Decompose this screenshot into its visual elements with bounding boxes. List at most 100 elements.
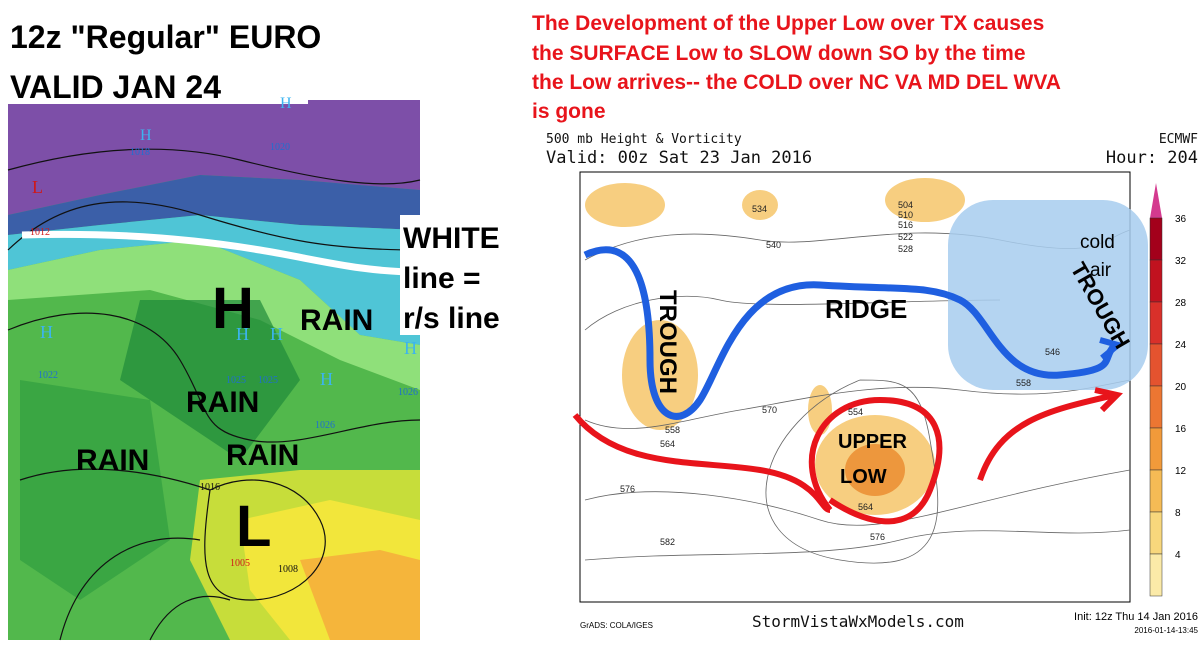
colorbar-label: 8 <box>1175 508 1181 519</box>
height-contours <box>584 229 1131 564</box>
height-label: 528 <box>898 244 913 254</box>
height-label: 576 <box>870 532 885 542</box>
colorbar-box <box>1149 385 1163 429</box>
shade <box>20 380 170 600</box>
isobars <box>7 148 421 641</box>
low-center: L <box>236 494 271 559</box>
center-letter: H <box>280 95 292 112</box>
annotation: line = <box>403 262 481 295</box>
colorbar-box <box>1149 427 1163 471</box>
jet-stream-blue <box>583 246 1118 420</box>
colorbar-label: 4 <box>1175 550 1181 561</box>
colorbar-label: 28 <box>1175 298 1187 309</box>
center-letter: H <box>270 324 283 344</box>
cold-air-label: air <box>1090 260 1112 281</box>
shade <box>8 175 420 235</box>
ridge-label: RIDGE <box>825 294 907 324</box>
pressure-label: 1008 <box>278 564 298 575</box>
annotation: WHITE <box>403 222 500 255</box>
rain-label: RAIN <box>300 304 373 337</box>
center-letter: H <box>320 369 333 389</box>
colorbar-cap <box>1150 183 1162 218</box>
height-label: 554 <box>848 407 863 417</box>
colorbar-label: 24 <box>1175 340 1187 351</box>
height-label: 534 <box>752 204 767 214</box>
height-label: 558 <box>665 425 680 435</box>
model-name: ECMWF <box>1159 132 1198 147</box>
pressure-label: 1020 <box>270 142 290 153</box>
jet-stream-red <box>977 392 1116 481</box>
height-label: 570 <box>762 405 777 415</box>
height-label: 576 <box>620 484 635 494</box>
left-map <box>7 100 421 641</box>
height-label: 558 <box>1016 378 1031 388</box>
colorbar-label: 12 <box>1175 466 1187 477</box>
pressure-label: 1005 <box>230 558 250 569</box>
upper-map <box>572 171 1148 603</box>
shade <box>120 300 300 460</box>
height-label: 516 <box>898 220 913 230</box>
height-label: 564 <box>858 502 873 512</box>
high-center: H <box>212 276 254 341</box>
pressure-label: 1026 <box>315 420 335 431</box>
title-line: 12z "Regular" EURO <box>10 19 321 55</box>
upper-low-label: UPPER <box>838 431 907 453</box>
rain-label: RAIN <box>76 444 149 477</box>
forecast-hour: Hour: 204 <box>1106 148 1198 168</box>
trough-label: TROUGH <box>654 290 681 394</box>
colorbar-box <box>1149 511 1163 555</box>
caption-line: is gone <box>532 100 606 123</box>
title-bg <box>8 0 420 100</box>
height-label: 546 <box>1045 347 1060 357</box>
vorticity <box>845 444 905 496</box>
caption-line: The Development of the Upper Low over TX… <box>532 12 1044 35</box>
website: StormVistaWxModels.com <box>752 612 964 631</box>
colorbar-box <box>1149 553 1163 597</box>
center-letter: H <box>140 127 152 144</box>
pressure-label: 1016 <box>200 482 220 493</box>
height-label: 540 <box>766 240 781 250</box>
upper-low-circle <box>808 396 943 525</box>
height-label: 504 <box>898 200 913 210</box>
pressure-label: 1025 <box>258 375 278 386</box>
shade <box>8 240 420 390</box>
colorbar: 36 32 28 24 20 16 12 8 4 <box>1149 183 1187 597</box>
pressure-label: 1025 <box>226 375 246 386</box>
shade <box>8 215 420 345</box>
height-label: 522 <box>898 232 913 242</box>
height-label: 582 <box>660 537 675 547</box>
pressure-label: 1012 <box>30 227 50 238</box>
pressure-label: 1022 <box>38 370 58 381</box>
center-letter: H <box>404 338 417 358</box>
caption-line: the Low arrives-- the COLD over NC VA MD… <box>532 71 1061 94</box>
credit: GrADS: COLA/IGES <box>580 621 653 630</box>
colorbar-box <box>1149 259 1163 303</box>
arrow-head <box>1099 337 1125 361</box>
upper-low-label: LOW <box>840 466 887 488</box>
arrow-head <box>1094 387 1123 413</box>
colorbar-box <box>1149 343 1163 387</box>
colorbar-label: 20 <box>1175 382 1187 393</box>
colorbar-label: 32 <box>1175 256 1187 267</box>
label-bg <box>400 215 525 335</box>
center-letter: L <box>32 177 43 197</box>
shade <box>8 100 420 215</box>
jet-stream-red <box>572 413 831 513</box>
rain-label: RAIN <box>226 439 299 472</box>
colorbar-label: 36 <box>1175 214 1187 225</box>
annotation: r/s line <box>403 302 500 335</box>
caption-line: the SURFACE Low to SLOW down SO by the t… <box>532 42 1026 65</box>
stamp: 2016-01-14-13:45 <box>1134 626 1198 635</box>
height-label: 564 <box>660 439 675 449</box>
valid-time: Valid: 00z Sat 23 Jan 2016 <box>546 148 812 168</box>
center-letter: H <box>236 324 249 344</box>
shade <box>300 550 420 640</box>
pressure-label: 1026 <box>398 387 418 398</box>
pressure-label: 1018 <box>130 147 150 158</box>
title-line: VALID JAN 24 <box>10 69 221 105</box>
cold-air-label: cold <box>1080 232 1115 253</box>
colorbar-box <box>1149 301 1163 345</box>
map-title: 500 mb Height & Vorticity <box>546 132 742 147</box>
rain-snow-line <box>21 230 421 276</box>
